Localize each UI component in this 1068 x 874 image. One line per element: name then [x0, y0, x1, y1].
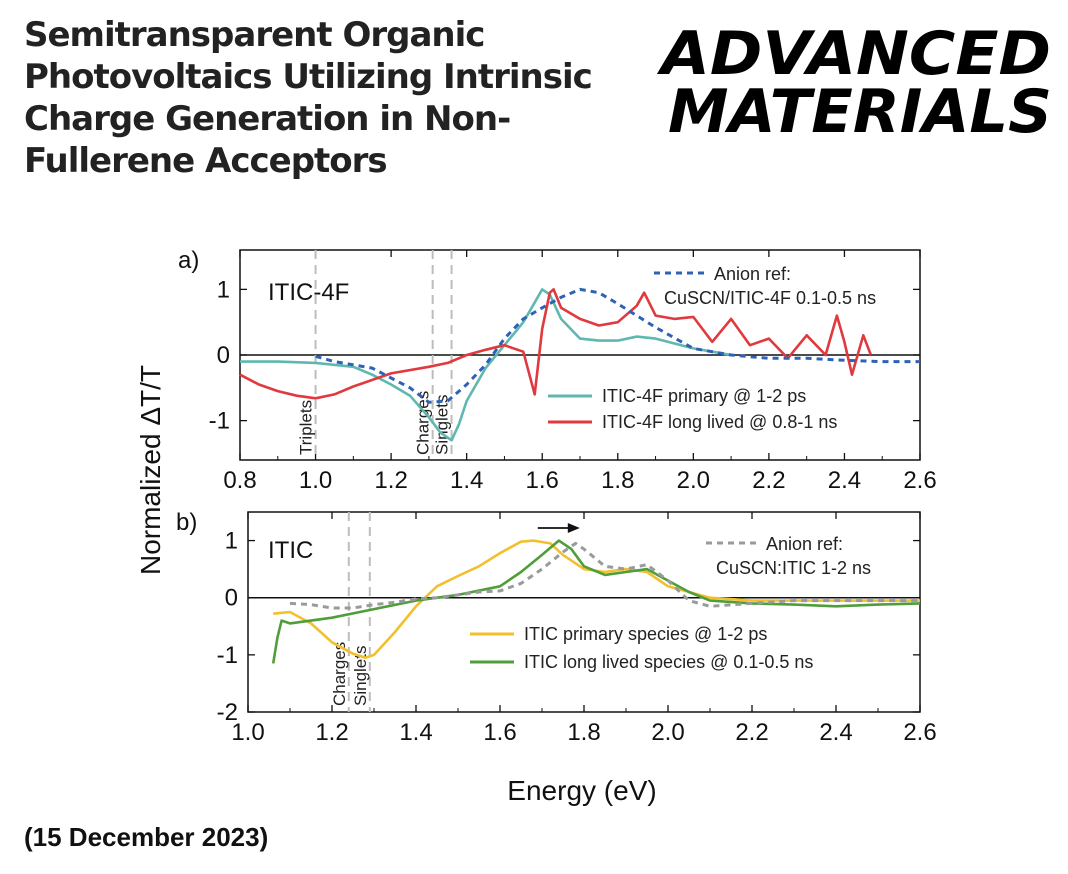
- x-tick-label: 1.4: [399, 719, 432, 746]
- annotation-label: Charges: [330, 642, 349, 706]
- series-line: [289, 541, 920, 610]
- x-tick-label: 1.2: [315, 719, 348, 746]
- journal-logo: ADVANCED MATERIALS: [657, 22, 1052, 142]
- y-tick-label: 1: [217, 276, 230, 303]
- x-tick-label: 2.2: [752, 467, 785, 494]
- annotation-label: Singlets: [433, 395, 452, 455]
- publication-date: (15 December 2023): [24, 822, 269, 852]
- title-line: Semitransparent Organic: [24, 15, 485, 55]
- y-tick-label: 1: [225, 528, 238, 555]
- title-line: Charge Generation in Non-: [24, 99, 511, 139]
- x-tick-label: 1.0: [299, 467, 332, 494]
- title-line: Photovoltaics Utilizing Intrinsic: [24, 57, 593, 97]
- x-tick-label: 1.6: [483, 719, 516, 746]
- series-line: [271, 539, 921, 664]
- legend-label: ITIC-4F primary @ 1-2 ps: [602, 386, 806, 406]
- x-tick-label: 1.4: [450, 467, 483, 494]
- annotation-label: Triplets: [297, 400, 316, 455]
- series-line: [273, 539, 920, 659]
- sample-label: ITIC-4F: [268, 279, 349, 306]
- x-tick-label: 1.6: [526, 467, 559, 494]
- article-title: Semitransparent Organic Photovoltaics Ut…: [24, 14, 644, 182]
- x-tick-label: 2.6: [903, 719, 936, 746]
- y-tick-label: -1: [217, 642, 238, 669]
- x-tick-label: 2.6: [903, 467, 936, 494]
- y-tick-label: -2: [217, 699, 238, 726]
- annotation-label: Singlets: [351, 646, 370, 706]
- legend-label: Anion ref:: [714, 264, 791, 284]
- sample-label: ITIC: [268, 537, 313, 564]
- panel-label: a): [178, 247, 199, 274]
- x-tick-label: 2.4: [828, 467, 861, 494]
- x-tick-label: 1.2: [374, 467, 407, 494]
- x-tick-label: 2.4: [819, 719, 852, 746]
- x-tick-label: 2.0: [677, 467, 710, 494]
- journal-logo-line1: ADVANCED: [657, 22, 1051, 89]
- title-line: Fullerene Acceptors: [24, 141, 388, 181]
- y-axis-label: Normalized ΔT/T: [135, 365, 166, 575]
- series-line: [239, 288, 873, 400]
- journal-logo-line2: MATERIALS: [668, 77, 1052, 142]
- shift-arrowhead: [567, 523, 580, 533]
- series-line: [315, 287, 920, 404]
- x-tick-label: 1.8: [601, 467, 634, 494]
- panel-b: 1.0 1.2 1.4 1.6 1.8 2.0 2.2 2.4 2.6 -2 -1 0 1 Charges…: [176, 509, 937, 746]
- y-tick-label: 0: [225, 585, 238, 612]
- legend-label: CuSCN/ITIC-4F 0.1-0.5 ns: [664, 288, 876, 308]
- x-axis-label: Energy (eV): [507, 775, 656, 806]
- legend-label: CuSCN:ITIC 1-2 ns: [716, 558, 871, 578]
- x-tick-label: 2.2: [735, 719, 768, 746]
- legend-label: ITIC primary species @ 1-2 ps: [524, 624, 767, 644]
- x-tick-label: 0.8: [223, 467, 256, 494]
- y-tick-label: -1: [209, 408, 230, 435]
- legend-label: ITIC-4F long lived @ 0.8-1 ns: [602, 412, 837, 432]
- x-tick-label: 2.0: [651, 719, 684, 746]
- x-tick-label: 1.8: [567, 719, 600, 746]
- x-tick-label: 1.0: [231, 719, 264, 746]
- y-tick-label: 0: [217, 342, 230, 369]
- legend-label: Anion ref:: [766, 534, 843, 554]
- legend-label: ITIC long lived species @ 0.1-0.5 ns: [524, 652, 813, 672]
- panel-a: 0.8 1.0 1.2 1.4 1.6 1.8 2.0 2.2 2.4 2.6 -1 0 1 Triple…: [178, 247, 937, 494]
- annotation-label: Charges: [414, 391, 433, 455]
- panel-label: b): [176, 509, 197, 536]
